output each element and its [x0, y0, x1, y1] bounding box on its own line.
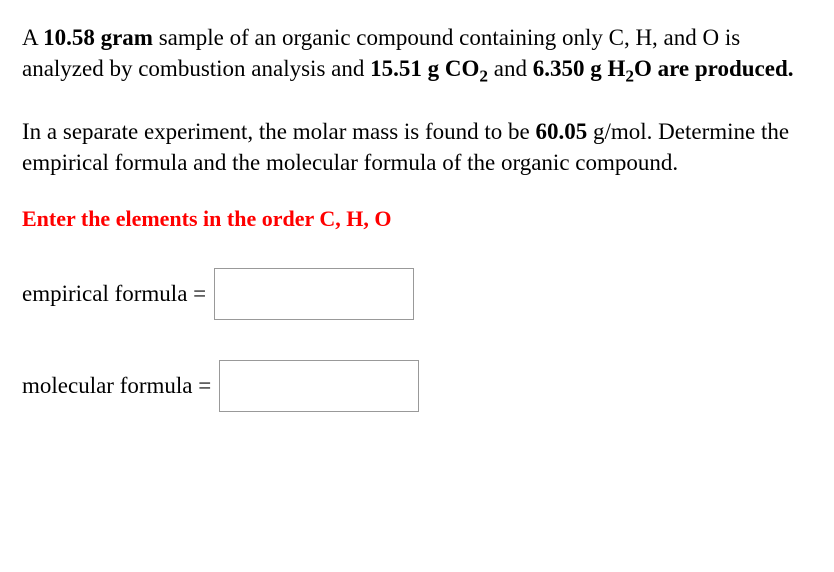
co2-mass: 15.51 — [370, 56, 422, 81]
h2o-mass: 6.350 — [533, 56, 585, 81]
molecular-formula-row: molecular formula = — [22, 360, 824, 412]
and-text: and — [488, 56, 533, 81]
co2-subscript: 2 — [479, 67, 488, 86]
empirical-formula-row: empirical formula = — [22, 268, 824, 320]
text-pre-2: In a separate experiment, the molar mass… — [22, 119, 536, 144]
problem-paragraph-1: A 10.58 gram sample of an organic compou… — [22, 22, 824, 88]
molecular-label: molecular formula = — [22, 373, 211, 399]
sample-mass: 10.58 gram — [43, 25, 153, 50]
problem-paragraph-2: In a separate experiment, the molar mass… — [22, 116, 824, 178]
empirical-label: empirical formula = — [22, 281, 206, 307]
molar-mass: 60.05 — [536, 119, 588, 144]
h2o-unit-post: O are produced. — [634, 56, 794, 81]
text-pre-1: A — [22, 25, 43, 50]
molecular-formula-input[interactable] — [219, 360, 419, 412]
empirical-formula-input[interactable] — [214, 268, 414, 320]
co2-unit: g CO — [422, 56, 480, 81]
h2o-unit-pre: g H — [584, 56, 625, 81]
h2o-subscript: 2 — [625, 67, 634, 86]
order-instruction: Enter the elements in the order C, H, O — [22, 206, 824, 232]
